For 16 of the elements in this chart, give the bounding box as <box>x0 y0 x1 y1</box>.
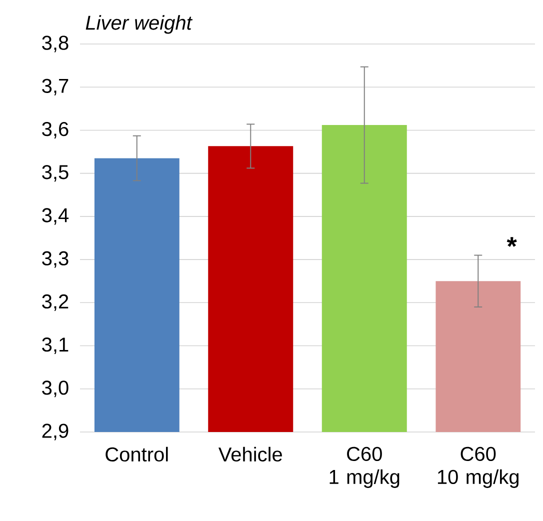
x-tick-label: C60 10 mg/kg <box>438 446 519 488</box>
y-tick-label: 3,6 <box>42 122 68 138</box>
annotation: * <box>506 237 517 247</box>
y-tick-label: 3,8 <box>42 36 68 52</box>
chart-title: Liver weight <box>86 15 193 34</box>
x-tick-label: Vehicle <box>218 446 282 462</box>
y-tick-label: 3,3 <box>42 251 68 268</box>
x-tick-label: Control <box>106 446 168 462</box>
y-tick-label: 3,4 <box>42 208 69 225</box>
y-tick-label: 2,9 <box>42 424 68 440</box>
y-tick-label: 3,2 <box>42 294 68 311</box>
y-tick-label: 3,0 <box>42 380 68 398</box>
y-tick-label: 3,7 <box>42 78 68 96</box>
y-tick-label: 3,1 <box>42 338 68 354</box>
y-tick-label: 3,5 <box>42 165 68 182</box>
x-tick-label: C60 1 mg/kg <box>330 446 400 488</box>
